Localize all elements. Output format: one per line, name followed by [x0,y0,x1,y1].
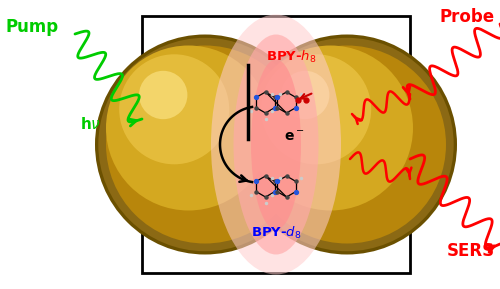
Ellipse shape [248,45,446,244]
Ellipse shape [211,14,341,275]
Ellipse shape [139,71,188,119]
Bar [142,16,410,273]
Text: Probe: Probe [440,8,495,26]
Ellipse shape [95,34,315,255]
Ellipse shape [119,54,229,164]
Ellipse shape [240,38,454,251]
Text: BPY-$\mathit{h}_8$: BPY-$\mathit{h}_8$ [266,49,316,64]
Ellipse shape [248,45,413,210]
Text: SERS: SERS [447,242,495,260]
Ellipse shape [251,60,301,229]
Text: $\mathbf{e}^-$: $\mathbf{e}^-$ [284,129,304,144]
Ellipse shape [106,45,271,210]
Ellipse shape [98,38,312,251]
Text: h$\mathit{\nu}$: h$\mathit{\nu}$ [80,116,100,132]
Ellipse shape [261,54,371,164]
Text: BPY-$\mathit{d}_8$: BPY-$\mathit{d}_8$ [250,225,302,240]
Ellipse shape [234,34,318,255]
Text: Pump: Pump [5,18,58,36]
Ellipse shape [281,71,330,119]
Ellipse shape [106,45,304,244]
Ellipse shape [237,34,457,255]
